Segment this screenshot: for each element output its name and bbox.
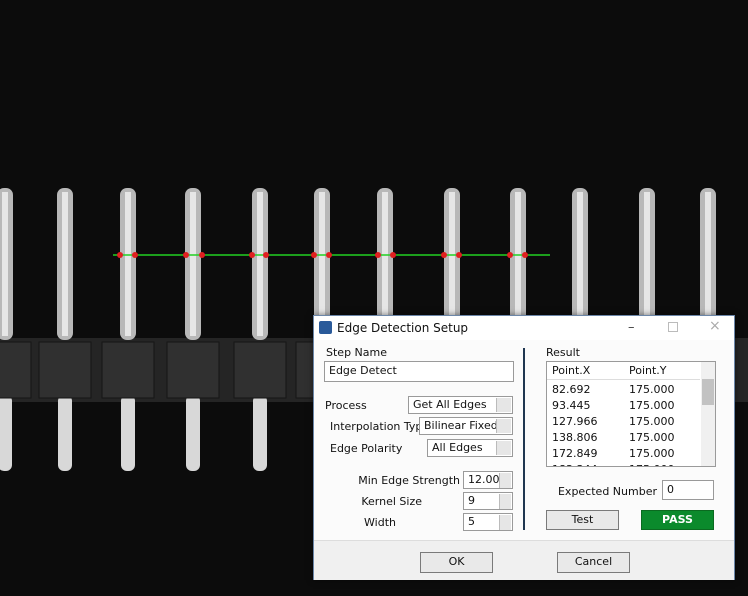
edge-point	[132, 252, 138, 258]
close-button[interactable]: ×	[709, 318, 721, 334]
pin-lower	[253, 395, 267, 471]
pin-highlight	[2, 192, 8, 336]
pin-lower	[121, 395, 135, 471]
dialog-title: Edge Detection Setup	[337, 321, 469, 335]
edge-point	[263, 252, 269, 258]
spinbox[interactable]: 12.00	[463, 471, 513, 489]
text-input[interactable]: 0	[662, 480, 714, 500]
minimize-button[interactable]: –	[628, 320, 635, 335]
label: Edge Polarity	[330, 442, 403, 455]
table-cell: 172.849	[552, 447, 598, 460]
pin-highlight	[190, 192, 196, 336]
edge-point	[441, 252, 447, 258]
pin-highlight	[705, 192, 711, 336]
table-cell: 175.000	[629, 415, 675, 428]
edge-point	[183, 252, 189, 258]
edge-point	[326, 252, 332, 258]
pin-highlight	[644, 192, 650, 336]
pin-highlight	[125, 192, 131, 336]
dropdown[interactable]: Bilinear Fixed	[419, 417, 513, 435]
edge-point	[390, 252, 396, 258]
label: Min Edge Strength	[358, 474, 460, 487]
table-cell: 82.692	[552, 383, 591, 396]
result-table[interactable]: Point.X Point.Y 82.692 175.000 93.445 175.000…	[546, 361, 716, 467]
header-block	[233, 341, 287, 399]
table-cell: 127.966	[552, 415, 598, 428]
edge-point	[311, 252, 317, 258]
scrollbar[interactable]	[701, 362, 715, 466]
pin-lower	[58, 395, 72, 471]
divider	[523, 348, 525, 530]
pin-highlight	[449, 192, 455, 336]
dialog: Edge Detection Setup – × Step Name Edge …	[313, 315, 735, 580]
pin-highlight	[577, 192, 583, 336]
header-rule	[547, 379, 700, 380]
table-cell: 138.806	[552, 431, 598, 444]
header-block	[166, 341, 220, 399]
text-input[interactable]: Edge Detect	[324, 361, 514, 382]
label: Expected Number	[557, 485, 657, 498]
edge-point	[375, 252, 381, 258]
label: Width	[364, 516, 396, 529]
edge-point	[249, 252, 255, 258]
table-cell: 175.000	[629, 383, 675, 396]
pin-lower	[0, 395, 12, 471]
edge-point	[117, 252, 123, 258]
pin-highlight	[62, 192, 68, 336]
pin-highlight	[319, 192, 325, 336]
ok-button[interactable]: OK	[420, 552, 493, 573]
header-block	[0, 341, 32, 399]
spinbox[interactable]: 5	[463, 513, 513, 531]
dropdown[interactable]: Get All Edges	[408, 396, 513, 414]
scroll-thumb[interactable]	[702, 379, 714, 405]
cancel-button[interactable]: Cancel	[557, 552, 630, 573]
table-cell: 175.000	[629, 447, 675, 460]
table-cell: 175.000	[629, 431, 675, 444]
pin-highlight	[515, 192, 521, 336]
app-icon	[319, 321, 332, 334]
label: Kernel Size	[361, 495, 422, 508]
pin-highlight	[257, 192, 263, 336]
label: Interpolation Type	[330, 420, 430, 433]
table-cell: 183.344	[552, 463, 598, 466]
title-bar	[314, 316, 734, 340]
table-cell: 93.445	[552, 399, 591, 412]
spinbox[interactable]: 9	[463, 492, 513, 510]
column-header: Point.Y	[629, 364, 667, 377]
header-block	[101, 341, 155, 399]
label: Result	[546, 346, 580, 359]
button-bar	[314, 540, 734, 580]
edge-point	[456, 252, 462, 258]
label: Step Name	[326, 346, 387, 359]
label: Process	[325, 399, 367, 412]
pin-lower	[186, 395, 200, 471]
edge-point	[522, 252, 528, 258]
dropdown[interactable]: All Edges	[427, 439, 513, 457]
edge-points	[117, 252, 528, 258]
status-indicator: PASS	[641, 510, 714, 530]
table-cell: 175.000	[629, 463, 675, 466]
table-cell: 175.000	[629, 399, 675, 412]
test-button[interactable]: Test	[546, 510, 619, 530]
header-block	[38, 341, 92, 399]
pin-highlight	[382, 192, 388, 336]
edge-point	[199, 252, 205, 258]
edge-point	[507, 252, 513, 258]
maximize-button[interactable]	[668, 322, 678, 332]
column-header: Point.X	[552, 364, 591, 377]
